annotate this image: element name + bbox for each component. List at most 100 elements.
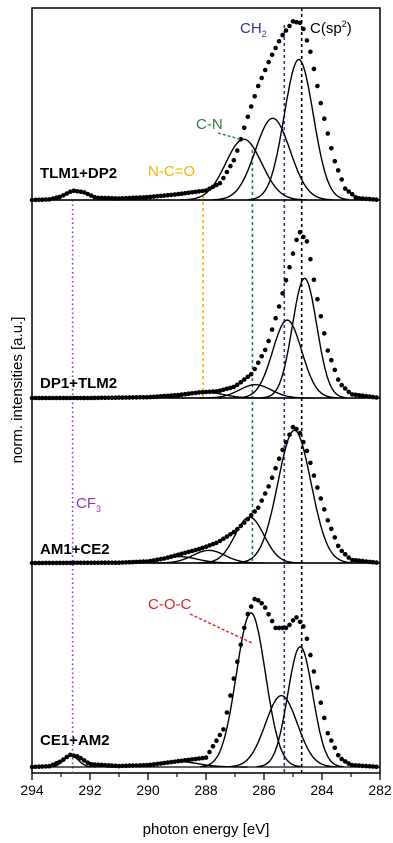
panel-2-data-point bbox=[40, 395, 45, 401]
panel-3-data-point bbox=[262, 491, 268, 496]
panel-1-data-point bbox=[363, 196, 369, 202]
panel-4-data-point bbox=[325, 730, 331, 736]
panel-1-data-point bbox=[276, 38, 282, 44]
panel-1-data-point bbox=[248, 104, 254, 109]
panel-2-data-point bbox=[325, 348, 331, 353]
panel-2-data-point bbox=[189, 391, 195, 396]
panel-3-data-point bbox=[231, 529, 237, 535]
panel-1-data-point bbox=[245, 114, 251, 120]
panel-2-data-point bbox=[113, 395, 118, 401]
panel-4-data-point bbox=[329, 738, 334, 743]
panel-1-data-point bbox=[255, 83, 261, 89]
ref-label-4: CH2 bbox=[240, 20, 267, 39]
panel-1-data-point bbox=[280, 32, 285, 38]
panel-4-data-point bbox=[217, 732, 223, 738]
panel-1-data-point bbox=[120, 196, 125, 201]
panel-1-data-point bbox=[196, 189, 202, 194]
panel-2-data-point bbox=[92, 395, 97, 401]
panel-4-data-point bbox=[50, 762, 56, 768]
panel-3-data-point bbox=[144, 559, 150, 564]
panel-2-data-point bbox=[182, 391, 188, 397]
panel-2-data-point bbox=[36, 395, 42, 401]
fit-curves bbox=[32, 58, 380, 768]
panel-2-data-point bbox=[280, 291, 285, 296]
panel-1-data-point bbox=[360, 196, 365, 201]
panel-1-data-point bbox=[339, 177, 345, 182]
panel-2-data-point bbox=[322, 331, 327, 336]
panel-1-data-point bbox=[269, 52, 275, 58]
panel-2-data-point bbox=[102, 395, 108, 401]
panel-4-data-point bbox=[137, 763, 143, 768]
panel-3-data-point bbox=[186, 549, 191, 555]
panel-4-data-point bbox=[95, 762, 101, 767]
panel-3-data-point bbox=[95, 560, 101, 566]
panel-4-data-point bbox=[189, 757, 195, 762]
panel-4-data-point bbox=[231, 676, 237, 681]
panel-3-data-point bbox=[88, 560, 94, 566]
panel-3-data-point bbox=[269, 475, 275, 481]
panel-4-data-point bbox=[304, 636, 310, 642]
panel-3-data-point bbox=[235, 526, 240, 532]
panel-1-data-point bbox=[123, 195, 129, 201]
panel-4-data-point bbox=[224, 710, 230, 715]
panel-2-data-point bbox=[71, 395, 77, 401]
panel-4-data-point bbox=[106, 763, 111, 768]
panel-2-data-point bbox=[64, 395, 70, 401]
panel-4-data-point bbox=[40, 764, 45, 769]
panel-3-data-point bbox=[335, 543, 341, 549]
panel-3-data-point bbox=[151, 558, 157, 563]
panel-1-data-point bbox=[235, 148, 240, 153]
panel-3-data-point bbox=[374, 560, 379, 565]
panel-1-data-point bbox=[311, 66, 317, 72]
panel-2-data-point bbox=[342, 386, 348, 391]
panel-4-data-point bbox=[134, 763, 139, 768]
panel-3-data-point bbox=[283, 440, 289, 445]
panel-1-component-1 bbox=[247, 58, 350, 201]
panel-3-data-point bbox=[217, 538, 223, 544]
panel-3-data-point bbox=[123, 560, 129, 565]
panel-3-data-point bbox=[242, 520, 247, 525]
panel-3-data-point bbox=[315, 485, 320, 490]
panel-1-data-point bbox=[287, 23, 292, 29]
panel-1-data-point bbox=[78, 189, 83, 195]
panel-4-data-point bbox=[151, 762, 157, 767]
panel-2-data-point bbox=[283, 278, 289, 283]
panel-2-data-point bbox=[370, 394, 376, 400]
panel-3-data-point bbox=[329, 526, 334, 532]
panel-4-data-point bbox=[61, 757, 66, 762]
panel-3-data-point bbox=[346, 555, 352, 560]
ref-label-2: N-C=O bbox=[148, 163, 195, 180]
panel-4-data-point bbox=[228, 693, 233, 698]
panel-1-data-point bbox=[335, 168, 341, 173]
ref-label-5: C(sp2) bbox=[310, 19, 352, 37]
panel-3-component-3 bbox=[153, 549, 265, 564]
panel-1-data-point bbox=[332, 158, 338, 164]
panel-1-data-point bbox=[231, 157, 237, 163]
panel-1-data-point bbox=[252, 94, 257, 99]
x-tick-label-4: 288 bbox=[194, 782, 218, 798]
panel-1-data-point bbox=[85, 191, 90, 197]
panel-2-data-point bbox=[74, 395, 80, 401]
panel-1-data-point bbox=[50, 196, 56, 201]
panel-3-data-point bbox=[179, 551, 184, 557]
panel-3-data-point bbox=[102, 560, 108, 565]
panel-2-data-point bbox=[231, 384, 237, 390]
panel-2-data-point bbox=[47, 395, 52, 401]
panel-3-data-point bbox=[81, 560, 87, 566]
panel-4-component-3 bbox=[225, 694, 337, 768]
x-tick-label-6: 284 bbox=[310, 782, 334, 798]
panel-2-data-point bbox=[196, 390, 202, 395]
panel-1-data-point bbox=[189, 190, 195, 195]
panel-4-data-point bbox=[342, 759, 348, 764]
chart-labels: CF3 N-C=O C-N CH2 C(sp2) C-O-C TLM1+DP2 DP1+TLM… bbox=[40, 19, 352, 749]
panel-2-data-point bbox=[134, 395, 139, 400]
panel-3-data-point bbox=[71, 560, 77, 566]
annotation-c-o-c-leader bbox=[189, 613, 253, 644]
panel-2-data-point bbox=[200, 389, 205, 395]
panel-3-data-point bbox=[325, 518, 331, 523]
panel-3-data-point bbox=[113, 560, 118, 565]
panel-3-data-point bbox=[33, 560, 38, 566]
panel-3-data-point bbox=[290, 424, 296, 430]
reference-lines bbox=[71, 8, 303, 773]
